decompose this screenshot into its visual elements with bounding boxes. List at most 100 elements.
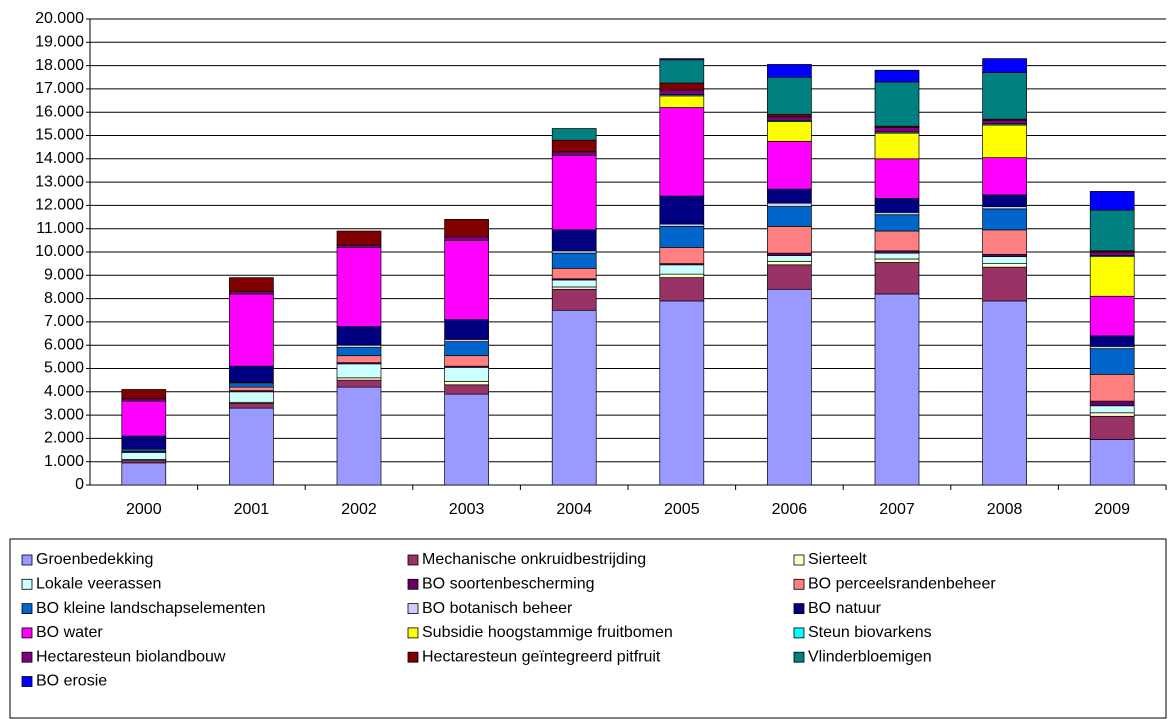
bar-segment: [444, 341, 489, 357]
bar-segment: [444, 240, 489, 320]
bar-segment: [659, 95, 705, 108]
bar-segment: [336, 246, 382, 327]
y-tick-label: 6.000: [44, 336, 84, 353]
bar-segment: [982, 157, 1027, 196]
bar-segment: [659, 226, 705, 248]
bar-segment: [982, 120, 1027, 125]
bar-segment: [659, 300, 705, 486]
bar-segment: [659, 82, 705, 91]
bar-segment: [229, 383, 274, 388]
x-tick-label: 2004: [556, 501, 592, 518]
y-tick-label: 19.000: [35, 34, 84, 51]
bar-segment: [874, 258, 920, 263]
bar-segment: [1089, 348, 1135, 375]
bar-segment: [121, 400, 167, 437]
bar-segment: [551, 267, 597, 280]
bar-segment: [982, 263, 1027, 268]
bar-segment: [444, 319, 489, 340]
legend-label: BO soortenbescherming: [422, 576, 595, 593]
bar-segment: [659, 89, 705, 96]
y-tick-label: 12.000: [35, 197, 84, 214]
bar-segment: [767, 206, 812, 227]
legend-box: [9, 538, 1167, 719]
bar-segment: [229, 386, 274, 391]
bar-segment: [659, 195, 705, 225]
bar-segment: [874, 198, 920, 213]
bar-segment: [874, 252, 920, 260]
bar-segment: [659, 59, 705, 84]
legend-swatch: [21, 554, 33, 566]
legend-swatch: [407, 603, 419, 614]
y-tick-label: 7.000: [44, 313, 84, 330]
y-tick-label: 5.000: [44, 360, 84, 377]
bar-segment: [982, 72, 1027, 120]
y-tick-label: 0: [75, 476, 84, 493]
bar-segment: [874, 126, 920, 133]
bar-segment: [767, 255, 812, 262]
bar-segment: [229, 277, 274, 292]
bar-segment: [767, 64, 812, 78]
legend-swatch: [793, 554, 805, 566]
bar-segment: [551, 252, 597, 269]
bar-segment: [982, 256, 1027, 265]
y-tick-label: 20.000: [35, 10, 84, 27]
bar-segment: [659, 264, 705, 275]
legend-label: Lokale veerassen: [36, 576, 161, 593]
bar-segment: [874, 262, 920, 295]
bar-segment: [1089, 412, 1135, 417]
bar-segment: [982, 266, 1027, 302]
bar-segment: [336, 230, 382, 246]
bar-segment: [444, 219, 489, 238]
bar-segment: [659, 277, 705, 302]
bar-segment: [551, 128, 597, 141]
legend-label: Hectaresteun biolandbouw: [36, 648, 226, 665]
bar-segment: [121, 435, 167, 450]
legend-label: BO natuur: [808, 600, 882, 617]
bar-segment: [229, 407, 274, 486]
legend-swatch: [21, 651, 33, 663]
bar-segment: [659, 107, 705, 197]
bar-segment: [1089, 415, 1135, 440]
bar-segment: [229, 293, 274, 367]
legend-label: BO erosie: [36, 673, 107, 690]
y-tick-label: 8.000: [44, 290, 84, 307]
bar-segment: [874, 158, 920, 199]
bar-segment: [659, 58, 705, 61]
bar-segment: [874, 132, 920, 160]
legend-swatch: [793, 627, 805, 639]
bar-segment: [121, 462, 167, 486]
y-tick-label: 18.000: [35, 57, 84, 74]
y-tick-label: 9.000: [44, 267, 84, 284]
bar-segment: [1089, 191, 1135, 211]
y-tick-label: 14.000: [35, 150, 84, 167]
bar-segment: [767, 264, 812, 290]
x-tick-label: 2007: [879, 501, 915, 518]
bar-segment: [874, 214, 920, 232]
bar-segment: [551, 279, 597, 288]
bar-segment: [1089, 209, 1135, 252]
x-tick-label: 2009: [1094, 501, 1130, 518]
legend-label: Sierteelt: [808, 551, 867, 568]
legend-swatch: [407, 578, 419, 590]
bar-segment: [336, 347, 382, 357]
bar-segment: [551, 151, 597, 156]
legend-swatch: [21, 578, 33, 590]
x-tick-label: 2002: [341, 501, 377, 518]
bar-segment: [874, 81, 920, 127]
x-tick-label: 2001: [234, 501, 270, 518]
y-tick-label: 10.000: [35, 243, 84, 260]
bar-segment: [982, 124, 1027, 158]
bar-segment: [336, 379, 382, 388]
y-tick-label: 13.000: [35, 173, 84, 190]
bar-segment: [982, 208, 1027, 231]
x-tick-label: 2003: [449, 501, 485, 518]
bar-segment: [1089, 405, 1135, 414]
bar-segment: [444, 355, 489, 367]
legend-swatch: [21, 603, 33, 614]
bar-segment: [336, 326, 382, 346]
legend-label: BO perceelsrandenbeheer: [808, 576, 996, 593]
bar-segment: [444, 384, 489, 395]
bar-segment: [336, 363, 382, 379]
x-tick-label: 2008: [987, 501, 1023, 518]
